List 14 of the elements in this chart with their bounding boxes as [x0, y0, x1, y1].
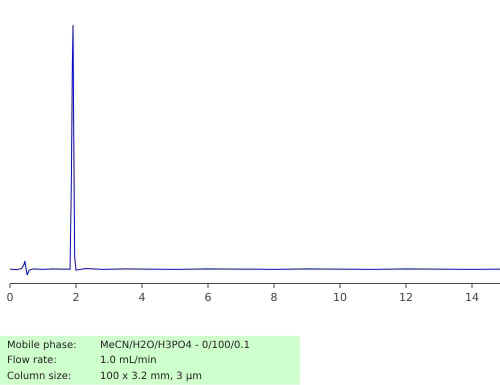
x-tick-label: 10 — [332, 291, 347, 304]
x-tick-label: 0 — [6, 291, 14, 304]
x-tick-label: 4 — [138, 291, 146, 304]
text: Flow rate: — [7, 355, 57, 366]
x-tick-label: 2 — [72, 291, 80, 304]
x-tick-label: 6 — [204, 291, 212, 304]
text: MeCN/H2O/H3PO4 - 0/100/0.1 — [100, 340, 250, 351]
x-tick-label: 12 — [398, 291, 413, 304]
x-tick-label: 14 — [464, 291, 479, 304]
text: Mobile phase: — [7, 340, 77, 351]
text: 100 x 3.2 mm, 3 µm — [100, 371, 202, 382]
x-tick-label: 8 — [270, 291, 278, 304]
text: 1.0 mL/min — [100, 355, 157, 366]
text: Column size: — [7, 371, 72, 382]
